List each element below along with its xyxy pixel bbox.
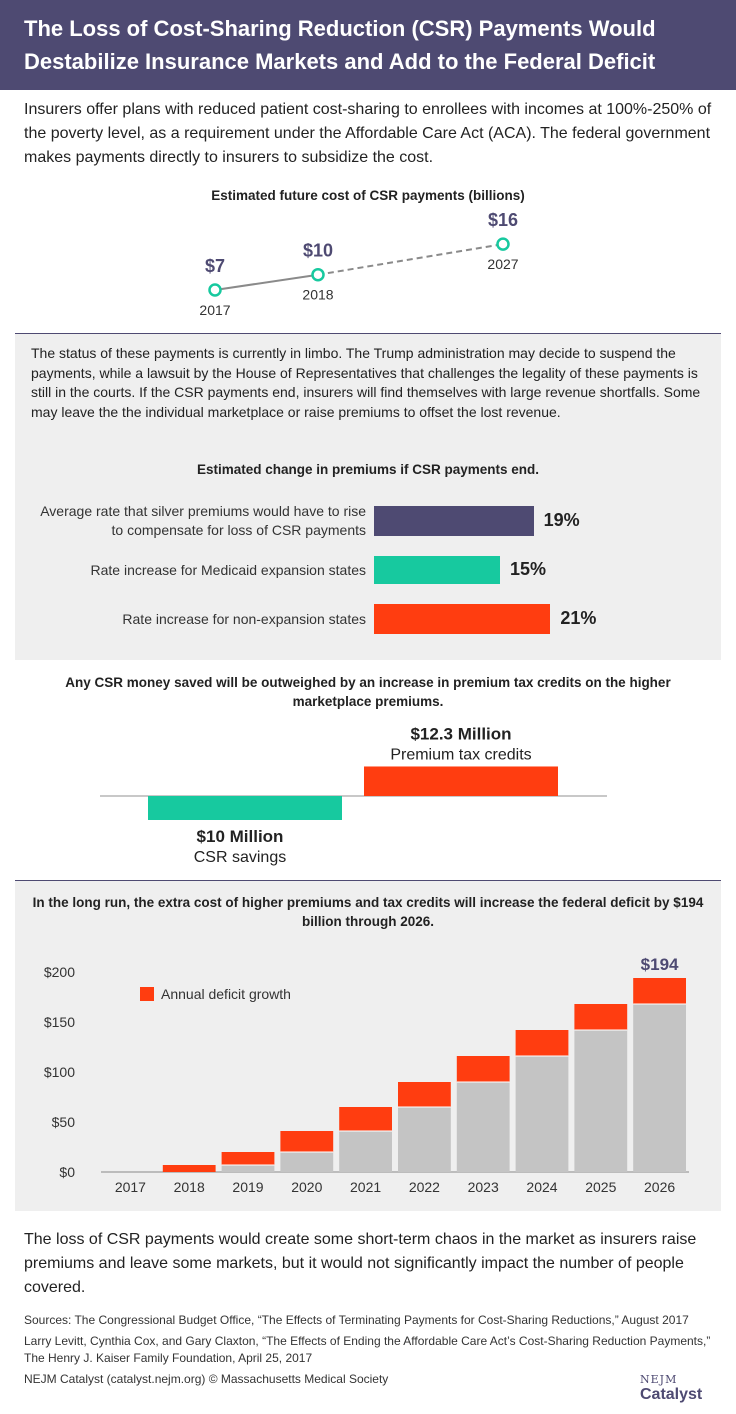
x-tick-label-2026: 2026 <box>644 1179 675 1195</box>
x-tick-label-2023: 2023 <box>468 1179 499 1195</box>
premium-bar-label: Average rate that silver premiums would … <box>40 503 366 538</box>
tax-credits-bar <box>364 766 558 796</box>
line-value-label-2027: $16 <box>488 210 518 230</box>
source-cbo: Sources: The Congressional Budget Office… <box>24 1313 689 1327</box>
source-kff: Larry Levitt, Cynthia Cox, and Gary Clax… <box>24 1334 711 1365</box>
y-tick-label: $150 <box>44 1014 75 1030</box>
y-tick-label: $200 <box>44 964 75 980</box>
cumulative-bar-2022 <box>398 1107 451 1172</box>
projection-dashed-line <box>317 243 504 276</box>
cumulative-bar-2025 <box>574 1030 628 1172</box>
y-tick-label: $0 <box>59 1164 75 1180</box>
annual-growth-bar-2021 <box>339 1107 392 1131</box>
total-deficit-label: $194 <box>641 955 679 974</box>
x-tick-label-2019: 2019 <box>232 1179 263 1195</box>
line-x-label-2018: 2018 <box>302 287 333 303</box>
csr-savings-label: CSR savings <box>194 849 286 866</box>
line-chart: $7 2017 $10 2018 $16 2027 <box>199 210 518 318</box>
premium-bar-label: Rate increase for Medicaid expansion sta… <box>90 561 366 578</box>
cumulative-bar-2019 <box>221 1165 275 1172</box>
legend-swatch <box>140 987 154 1001</box>
x-tick-label-2020: 2020 <box>291 1179 322 1195</box>
annual-growth-bar-2023 <box>456 1056 510 1082</box>
annual-growth-bar-2022 <box>398 1082 451 1107</box>
premium-bar-value: 15% <box>510 559 547 579</box>
source-nejm: NEJM Catalyst (catalyst.nejm.org) © Mass… <box>24 1372 389 1386</box>
premium-chart-title: Estimated change in premiums if CSR paym… <box>196 462 540 477</box>
line-x-label-2017: 2017 <box>199 302 230 318</box>
line-value-label-2018: $10 <box>303 241 333 261</box>
tax-credits-label: Premium tax credits <box>390 746 531 763</box>
deficit-stacked-chart: $0 $50 $100 $150 $200 2017 2018 2019 2020 2021 202… <box>44 955 689 1195</box>
x-tick-label-2018: 2018 <box>174 1179 205 1195</box>
y-tick-label: $100 <box>44 1064 75 1080</box>
premium-bar <box>374 556 500 584</box>
status-panel <box>15 333 721 660</box>
annual-growth-bar-2019 <box>221 1152 275 1165</box>
line-point-2027 <box>496 237 510 251</box>
cumulative-bar-2020 <box>280 1152 334 1172</box>
premium-bar <box>374 506 534 536</box>
conclusion-text: The loss of CSR payments would create so… <box>24 1231 697 1296</box>
annual-growth-bar-2026 <box>633 978 686 1004</box>
cumulative-bar-2023 <box>456 1082 510 1172</box>
x-tick-label-2024: 2024 <box>526 1179 557 1195</box>
tax-credit-chart-title: Any CSR money saved will be outweighed b… <box>65 675 671 709</box>
intro-text: Insurers offer plans with reduced patien… <box>24 101 712 166</box>
y-tick-label: $50 <box>52 1114 76 1130</box>
status-text: The status of these payments is currentl… <box>31 345 701 420</box>
x-tick-label-2022: 2022 <box>409 1179 440 1195</box>
cumulative-bar-2021 <box>339 1131 392 1172</box>
cumulative-bar-2026 <box>633 1004 686 1172</box>
line-chart-title: Estimated future cost of CSR payments (b… <box>211 188 525 203</box>
line-point-2017 <box>208 283 222 297</box>
nejm-catalyst-logo: NEJM Catalyst <box>640 1374 720 1408</box>
actual-line <box>214 273 319 291</box>
premium-bar-value: 19% <box>543 510 580 530</box>
x-tick-label-2025: 2025 <box>585 1179 616 1195</box>
page-title: The Loss of Cost-Sharing Reduction (CSR)… <box>24 16 656 74</box>
line-value-label-2017: $7 <box>205 256 225 276</box>
premium-bar <box>374 604 551 634</box>
header-banner: The Loss of Cost-Sharing Reduction (CSR)… <box>0 0 736 90</box>
legend-label: Annual deficit growth <box>161 986 291 1002</box>
annual-growth-bar-2025 <box>574 1004 628 1030</box>
line-point-2018 <box>311 267 325 282</box>
deficit-chart-title: In the long run, the extra cost of highe… <box>32 895 704 929</box>
tax-credit-chart: $10 Million CSR savings $12.3 Million Premi… <box>100 724 607 866</box>
tax-credits-value: $12.3 Million <box>410 724 511 743</box>
sources: Sources: The Congressional Budget Office… <box>24 1312 724 1392</box>
cumulative-bar-2024 <box>515 1056 569 1172</box>
csr-savings-value: $10 Million <box>197 827 284 846</box>
x-tick-label-2017: 2017 <box>115 1179 146 1195</box>
line-x-label-2027: 2027 <box>487 256 518 272</box>
premium-bar-label: Rate increase for non-expansion states <box>122 610 366 627</box>
annual-growth-bar-2024 <box>515 1030 569 1056</box>
premium-bar-value: 21% <box>560 608 597 628</box>
x-tick-label-2021: 2021 <box>350 1179 381 1195</box>
annual-growth-bar-2020 <box>280 1131 334 1152</box>
csr-savings-bar <box>148 796 342 820</box>
logo-line2: Catalyst <box>640 1386 703 1403</box>
logo-line1: NEJM <box>640 1373 678 1386</box>
annual-growth-bar-2018 <box>162 1165 216 1172</box>
